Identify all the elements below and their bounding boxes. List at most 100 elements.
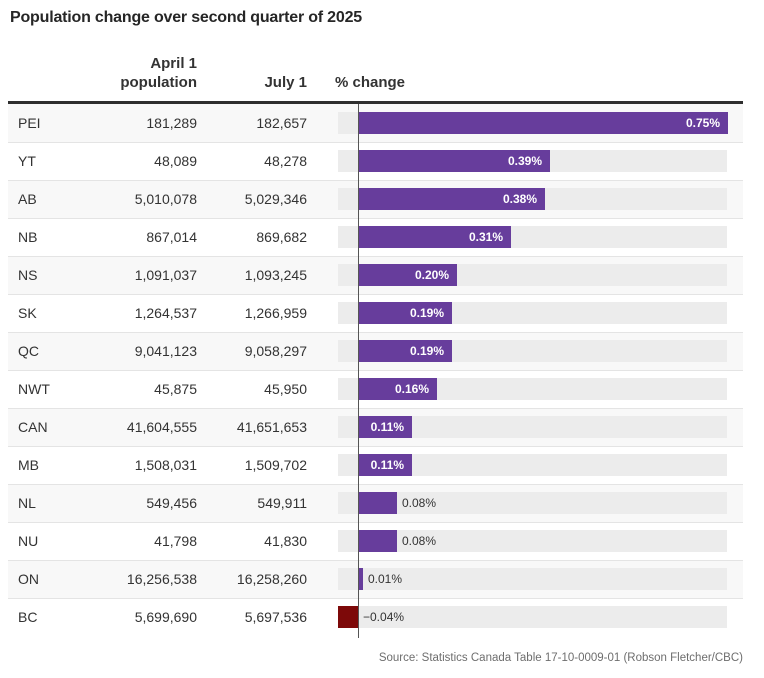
pct-change-bar	[358, 492, 397, 514]
table-row: AB 5,010,078 5,029,346 0.38%	[8, 180, 743, 218]
table-row: PEI 181,289 182,657 0.75%	[8, 104, 743, 142]
pct-change-label: 0.08%	[402, 496, 437, 510]
region-label: SK	[18, 305, 37, 321]
region-label: AB	[18, 191, 37, 207]
region-label: NS	[18, 267, 38, 283]
region-label: NB	[18, 229, 38, 245]
april-population-value: 45,875	[154, 381, 197, 397]
bar-track	[338, 606, 727, 628]
column-header-july: July 1	[264, 74, 307, 91]
april-population-value: 181,289	[146, 115, 197, 131]
bar-track	[338, 454, 727, 476]
table-row: MB 1,508,031 1,509,702 0.11%	[8, 446, 743, 484]
region-label: QC	[18, 343, 39, 359]
table-body: PEI 181,289 182,657 0.75% YT 48,089 48,2…	[8, 104, 743, 638]
july-population-value: 5,029,346	[244, 191, 307, 207]
pct-change-label: 0.19%	[409, 306, 444, 320]
july-population-value: 549,911	[257, 495, 307, 511]
table-top-border	[8, 101, 743, 104]
region-label: NU	[18, 533, 39, 549]
column-header-april-population: April 1 population	[120, 54, 197, 92]
pct-change-label: 0.08%	[402, 534, 437, 548]
pct-change-bar	[358, 188, 545, 210]
april-population-value: 5,699,690	[134, 609, 197, 625]
april-population-value: 41,604,555	[126, 419, 197, 435]
region-label: YT	[18, 153, 36, 169]
july-population-value: 16,258,260	[236, 571, 307, 587]
pct-change-label: 0.75%	[685, 116, 720, 130]
zero-baseline	[358, 104, 359, 638]
pct-change-bar	[358, 378, 437, 400]
region-label: NL	[18, 495, 36, 511]
source-credit: Source: Statistics Canada Table 17-10-00…	[378, 652, 743, 664]
pct-change-bar	[358, 568, 363, 590]
pct-change-bar	[358, 226, 511, 248]
pct-change-label: 0.39%	[507, 154, 542, 168]
pct-change-bar	[358, 112, 728, 134]
april-population-value: 48,089	[154, 153, 197, 169]
pct-change-bar	[358, 264, 457, 286]
april-population-value: 16,256,538	[126, 571, 197, 587]
table-row: NS 1,091,037 1,093,245 0.20%	[8, 256, 743, 294]
july-population-value: 1,093,245	[244, 267, 307, 283]
table-row: QC 9,041,123 9,058,297 0.19%	[8, 332, 743, 370]
pct-change-label: 0.20%	[414, 268, 449, 282]
april-population-value: 549,456	[146, 495, 197, 511]
pct-change-label: 0.19%	[409, 344, 444, 358]
table-header: April 1 population July 1 % change	[8, 54, 743, 92]
july-population-value: 41,651,653	[236, 419, 307, 435]
april-population-value: 867,014	[146, 229, 197, 245]
table-row: NWT 45,875 45,950 0.16%	[8, 370, 743, 408]
april-population-value: 5,010,078	[134, 191, 197, 207]
pct-change-label: 0.11%	[370, 458, 404, 472]
region-label: PEI	[18, 115, 41, 131]
pct-change-label: −0.04%	[363, 610, 405, 624]
column-header-april-line2: population	[120, 74, 197, 91]
region-label: BC	[18, 609, 38, 625]
pct-change-bar	[358, 530, 397, 552]
bar-track	[338, 416, 727, 438]
july-population-value: 869,682	[256, 229, 307, 245]
july-population-value: 9,058,297	[244, 343, 307, 359]
table-row: NL 549,456 549,911 0.08%	[8, 484, 743, 522]
table-row: YT 48,089 48,278 0.39%	[8, 142, 743, 180]
region-label: NWT	[18, 381, 50, 397]
april-population-value: 1,091,037	[134, 267, 197, 283]
july-population-value: 5,697,536	[244, 609, 307, 625]
table-row: SK 1,264,537 1,266,959 0.19%	[8, 294, 743, 332]
column-header-april-line1: April 1	[150, 55, 197, 72]
region-label: ON	[18, 571, 39, 587]
bar-track	[338, 530, 727, 552]
april-population-value: 41,798	[154, 533, 197, 549]
chart-title: Population change over second quarter of…	[10, 9, 362, 26]
pct-change-label: 0.31%	[468, 230, 503, 244]
pct-change-bar	[358, 302, 452, 324]
pct-change-bar	[358, 340, 452, 362]
july-population-value: 41,830	[264, 533, 307, 549]
april-population-value: 1,508,031	[134, 457, 197, 473]
july-population-value: 1,509,702	[244, 457, 307, 473]
pct-change-bar	[338, 606, 358, 628]
table-row: BC 5,699,690 5,697,536 −0.04%	[8, 598, 743, 636]
population-table: April 1 population July 1 % change PEI 1…	[8, 54, 743, 638]
column-header-pct-change: % change	[335, 74, 406, 91]
april-population-value: 1,264,537	[134, 305, 197, 321]
pct-change-label: 0.16%	[394, 382, 429, 396]
april-population-value: 9,041,123	[134, 343, 197, 359]
table-row: ON 16,256,538 16,258,260 0.01%	[8, 560, 743, 598]
july-population-value: 45,950	[264, 381, 307, 397]
table-row: CAN 41,604,555 41,651,653 0.11%	[8, 408, 743, 446]
pct-change-bar	[358, 150, 550, 172]
bar-track	[338, 568, 727, 590]
bar-track	[338, 492, 727, 514]
table-row: NU 41,798 41,830 0.08%	[8, 522, 743, 560]
july-population-value: 182,657	[256, 115, 307, 131]
pct-change-bar	[358, 416, 412, 438]
pct-change-label: 0.01%	[368, 572, 403, 586]
july-population-value: 1,266,959	[244, 305, 307, 321]
pct-change-label: 0.11%	[370, 420, 404, 434]
pct-change-bar	[358, 454, 412, 476]
region-label: MB	[18, 457, 39, 473]
pct-change-label: 0.38%	[502, 192, 537, 206]
